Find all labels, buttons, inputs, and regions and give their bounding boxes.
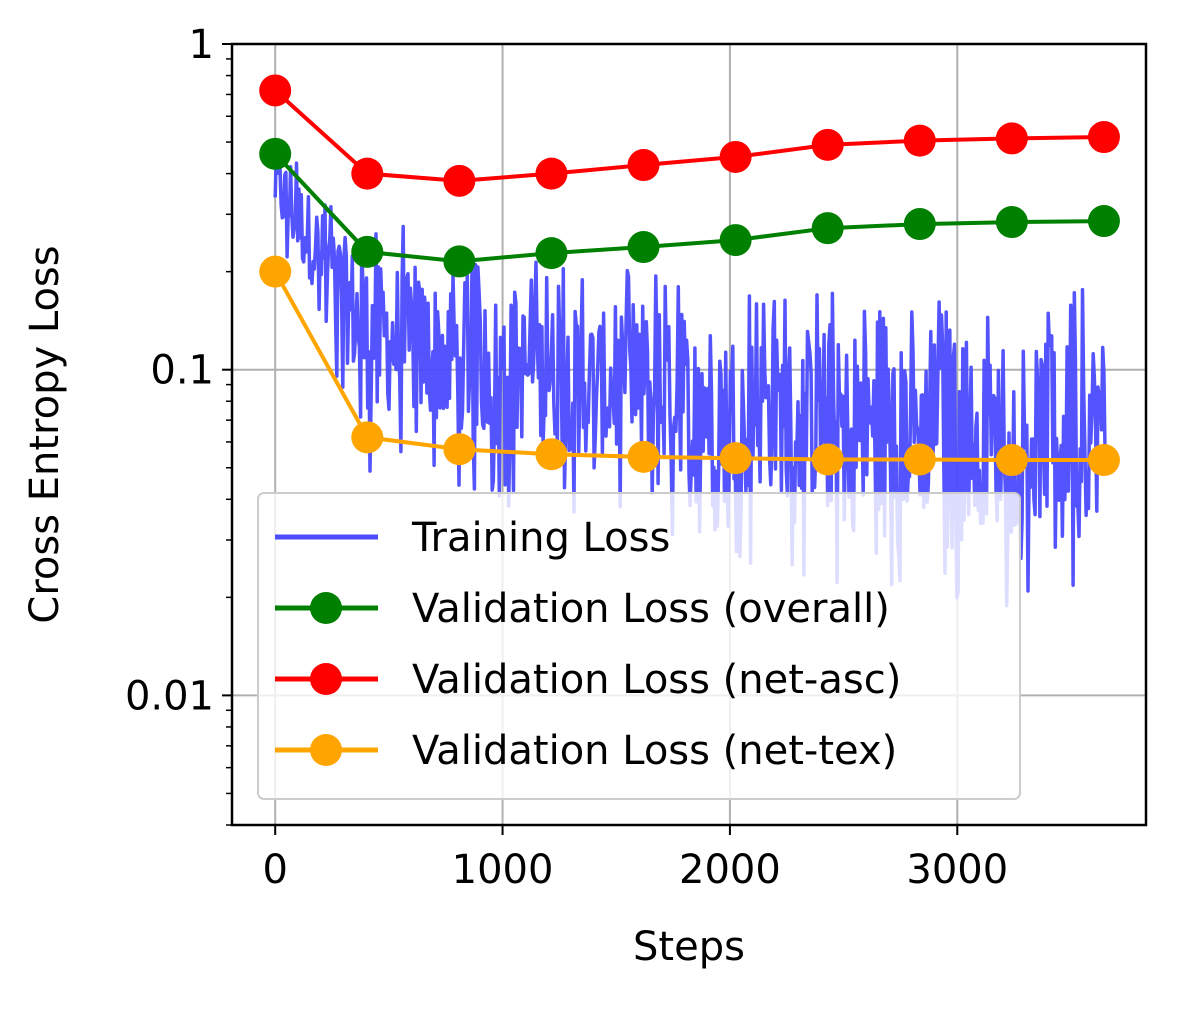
validation-net-asc-point	[259, 74, 292, 107]
validation-net-tex-point	[719, 442, 752, 475]
validation-net-asc-point	[443, 164, 476, 197]
x-tick-label: 2000	[679, 847, 781, 893]
legend: Training Loss Validation Loss (overall) Va…	[257, 492, 1021, 800]
validation-overall-point	[259, 137, 292, 170]
validation-overall-point	[995, 206, 1028, 239]
legend-marker	[310, 734, 342, 766]
validation-net-tex-line	[273, 270, 1104, 462]
validation-net-asc-point	[995, 122, 1028, 155]
legend-label: Training Loss	[411, 515, 670, 561]
validation-series	[259, 74, 1120, 477]
validation-net-tex-point	[1087, 444, 1120, 477]
validation-net-tex-point	[351, 421, 384, 454]
validation-net-asc-point	[627, 149, 660, 182]
validation-overall-point	[1087, 205, 1120, 238]
legend-label: Validation Loss (net-tex)	[412, 728, 897, 774]
axis-ticks: 0 1000 2000 3000 1 0.1 0.01	[125, 22, 1008, 893]
legend-label: Validation Loss (net-asc)	[412, 657, 901, 703]
legend-label: Validation Loss (overall)	[412, 586, 890, 632]
validation-net-tex-point	[627, 440, 660, 473]
x-tick-label: 0	[262, 847, 287, 893]
y-tick-label: 1	[189, 22, 214, 68]
validation-net-tex-point	[995, 444, 1028, 477]
validation-net-asc-point	[903, 124, 936, 157]
validation-net-tex-point	[535, 438, 568, 471]
validation-net-tex-point	[259, 255, 292, 288]
plot-area-frame	[230, 42, 1148, 827]
validation-overall-point	[627, 231, 660, 264]
validation-overall-line	[273, 152, 1104, 264]
x-axis-label: Steps	[633, 924, 745, 970]
validation-net-asc-point	[1087, 121, 1120, 154]
validation-net-asc-point	[535, 157, 568, 190]
legend-marker	[310, 592, 342, 624]
y-tick-label: 0.1	[150, 348, 214, 394]
y-axis-label: Cross Entropy Loss	[22, 245, 68, 623]
y-tick-label: 0.01	[125, 673, 214, 719]
validation-net-tex-point	[811, 443, 844, 476]
validation-overall-point	[903, 208, 936, 241]
validation-net-asc-point	[351, 157, 384, 190]
validation-overall-point	[535, 237, 568, 270]
validation-net-tex-point	[903, 443, 936, 476]
validation-overall-point	[719, 224, 752, 257]
validation-net-tex-point	[443, 433, 476, 466]
x-tick-label: 3000	[906, 847, 1008, 893]
validation-net-asc-point	[811, 128, 844, 161]
validation-overall-point	[811, 212, 844, 245]
legend-entries: Training Loss Validation Loss (overall) Va…	[275, 515, 901, 774]
validation-net-asc-point	[719, 140, 752, 173]
legend-box	[257, 492, 1021, 800]
validation-overall-point	[443, 245, 476, 278]
legend-marker	[310, 663, 342, 695]
x-tick-label: 1000	[452, 847, 554, 893]
validation-net-asc-line	[273, 89, 1104, 183]
validation-overall-point	[351, 235, 384, 268]
